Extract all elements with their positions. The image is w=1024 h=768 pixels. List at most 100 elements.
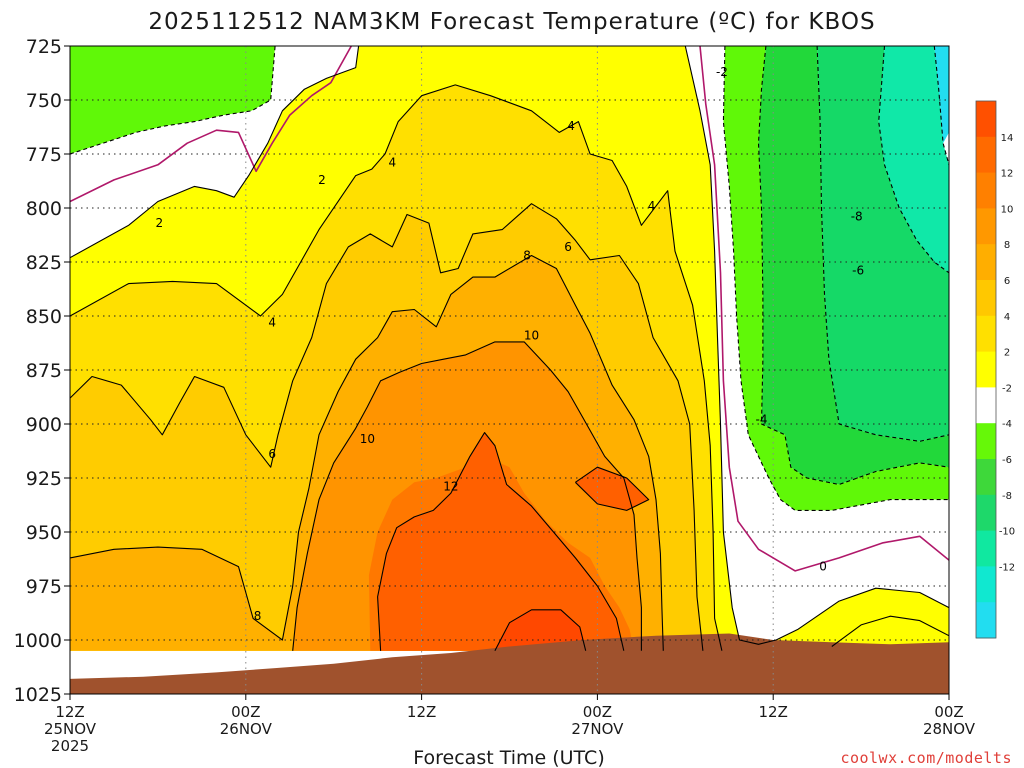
chart-title: 2025112512 NAM3KM Forecast Temperature (… [148, 9, 875, 35]
y-tick-label-1000: 1000 [14, 630, 62, 652]
x-tick-label-0-2: 2025 [51, 737, 89, 755]
contour-10-14 [292, 341, 642, 651]
y-tick-label-825: 825 [26, 252, 62, 274]
y-tick-label-750: 750 [26, 90, 62, 112]
contour-label-8: 6 [564, 240, 572, 254]
contour-label-6: 2 [156, 216, 164, 230]
colorbar-tick-2: 10 [1001, 204, 1014, 215]
band-ground [70, 633, 949, 694]
contour-label-16: 0 [819, 560, 827, 574]
contour-labels: -2 4 4 2 4 -8 2 8 6 -6 4 10 -4 6 10 12 0 8 [156, 65, 865, 623]
colorbar-tick-7: -2 [1002, 383, 1012, 394]
band-cold_-6_-4 [758, 46, 949, 485]
x-tick-label-36-1: 27NOV [571, 720, 624, 738]
colorbar-segment-10 [976, 459, 996, 496]
contour-4-11 [831, 615, 949, 647]
y-tick-label-900: 900 [26, 414, 62, 436]
contour-4-10 [70, 84, 723, 651]
colorbar-tick-8: -4 [1002, 419, 1012, 430]
band-warm_14_16 [494, 609, 586, 651]
contour-label-3: 2 [318, 173, 326, 187]
colorbar-segment-9 [976, 423, 996, 460]
contour-label-4: 4 [648, 199, 656, 213]
colorbar-tick-0: 14 [1001, 133, 1014, 144]
x-tick-label-60-1: 28NOV [923, 720, 976, 738]
colorbar-segment-0 [976, 101, 996, 138]
band-cold_-12_-10 [934, 46, 949, 144]
colorbar-tick-10: -8 [1002, 491, 1012, 502]
y-tick-label-850: 850 [26, 306, 62, 328]
contour-12-16 [575, 466, 650, 511]
colorbar-tick-3: 8 [1004, 240, 1010, 251]
band-zero_band_white [70, 46, 359, 258]
colorbar-segment-2 [976, 172, 996, 209]
colorbar-tick-4: 6 [1004, 276, 1010, 287]
contour-label-15: 12 [443, 480, 458, 494]
y-tick-label-975: 975 [26, 576, 62, 598]
contour-label-2: 4 [388, 156, 396, 170]
contour-14-17 [494, 609, 587, 652]
contour-label-12: -4 [755, 413, 767, 427]
x-tick-label-12-1: 26NOV [220, 720, 273, 738]
dotted-grid [70, 46, 949, 694]
band-cold_-8_-6 [817, 46, 949, 442]
x-tick-label-60-0: 00Z [934, 703, 963, 721]
plot-area: -2 4 4 2 4 -8 2 8 6 -6 4 10 -4 6 10 12 0 8 [70, 46, 949, 694]
contour--2-0 [70, 46, 276, 155]
y-tick-label-1025: 1025 [14, 684, 62, 706]
x-tick-label-12-0: 00Z [231, 703, 260, 721]
colorbar-segment-6 [976, 315, 996, 353]
pressure-axis: 725 750 775 800 825 850 875 900 925 950 975 1000 102… [14, 36, 70, 706]
colorbar-tick-5: 4 [1004, 312, 1010, 323]
contour-0-7 [699, 46, 949, 572]
y-tick-label-875: 875 [26, 360, 62, 382]
x-tick-label-0-1: 25NOV [44, 720, 97, 738]
contour-label-13: 6 [268, 447, 276, 461]
band-cool2_-4_-2 [723, 46, 949, 511]
y-tick-label-725: 725 [26, 36, 62, 58]
colorbar-segment-8 [976, 387, 996, 424]
y-tick-label-800: 800 [26, 198, 62, 220]
contour-label-14: 10 [360, 432, 375, 446]
contour-12-15 [377, 432, 625, 651]
band-zero_band2_white [685, 46, 949, 645]
y-tick-label-775: 775 [26, 144, 62, 166]
colorbar: 14 12 10 8 6 4 2 -2 -4 -6 -8 -10 -12 [975, 100, 1015, 639]
colorbar-segment-1 [976, 136, 996, 174]
colorbar-segment-4 [976, 244, 996, 281]
contour-label-10: 4 [268, 315, 276, 329]
y-tick-label-925: 925 [26, 468, 62, 490]
y-tick-label-950: 950 [26, 522, 62, 544]
x-axis-label: Forecast Time (UTC) [413, 747, 604, 768]
contour-label-5: -8 [851, 210, 863, 224]
colorbar-segment-11 [976, 494, 996, 532]
colorbar-tick-11: -10 [999, 527, 1015, 538]
contour-label-11: 10 [524, 328, 539, 342]
colorbar-frame [975, 100, 997, 639]
contour-label-1: 4 [567, 119, 575, 133]
contour--2-1 [722, 46, 949, 511]
colorbar-segment-13 [976, 566, 996, 603]
x-tick-label-24-0: 12Z [407, 703, 436, 721]
contour-2-8 [70, 46, 360, 259]
band-warm_12_14 [377, 432, 624, 651]
colorbar-tick-1: 12 [1001, 169, 1014, 180]
colorbar-tick-6: 2 [1004, 348, 1010, 359]
colorbar-segment-12 [976, 530, 996, 567]
contour--10-5 [933, 46, 949, 165]
contour-2-9 [684, 46, 949, 645]
colorbar-tick-9: -6 [1002, 455, 1012, 466]
colorbar-segment-5 [976, 280, 996, 317]
credit-text: coolwx.com/modelts [840, 749, 1012, 767]
colorbar-segment-3 [976, 208, 996, 245]
colorbar-tick-12: -12 [999, 562, 1015, 573]
colorbar-segment-7 [976, 351, 996, 388]
contour-8-13 [70, 254, 664, 651]
band-cool_-4_-2 [70, 46, 276, 154]
x-tick-label-0-0: 12Z [55, 703, 84, 721]
isotherm-contours [70, 46, 949, 652]
x-tick-label-36-0: 00Z [583, 703, 612, 721]
x-tick-label-48-0: 12Z [759, 703, 788, 721]
